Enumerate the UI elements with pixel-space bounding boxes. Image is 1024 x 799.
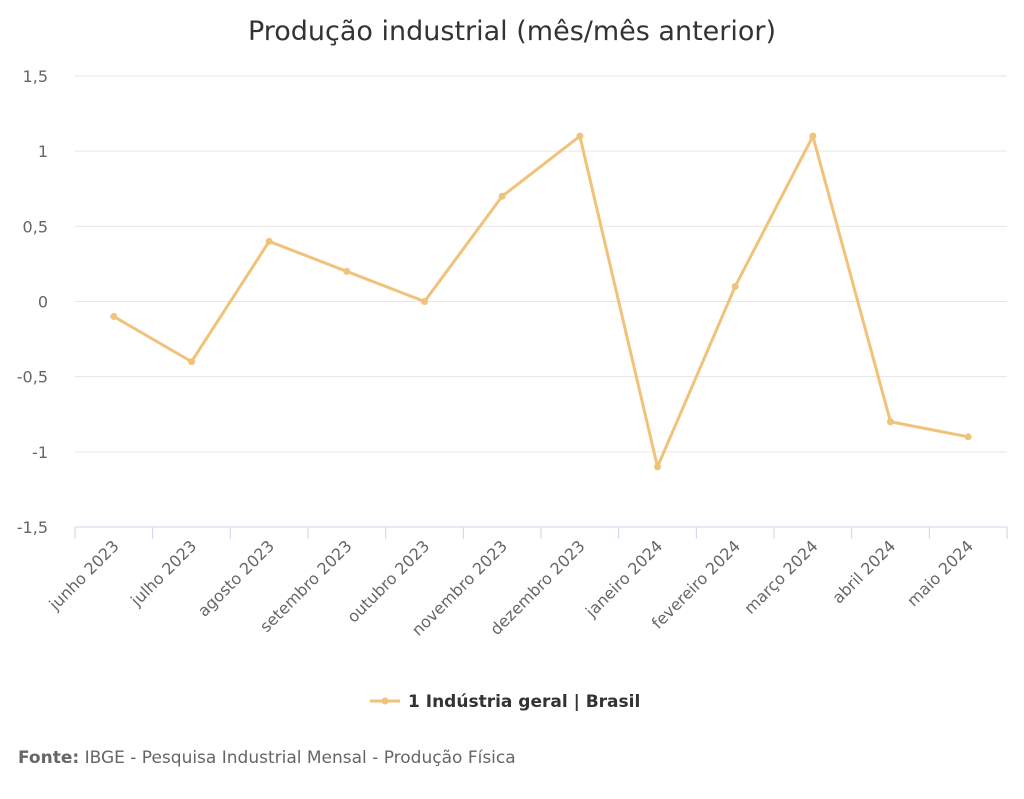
x-tick-label: março 2024 (740, 536, 821, 617)
y-tick-label: -0,5 (17, 368, 48, 387)
y-axis: 1,5 1 0,5 0 -0,5 -1 -1,5 (17, 67, 48, 537)
source-text: IBGE - Pesquisa Industrial Mensal - Prod… (84, 748, 516, 768)
data-point (731, 282, 739, 290)
line-chart: Produção industrial (mês/mês anterior) 1… (17, 16, 1008, 712)
x-tick-label: agosto 2023 (194, 536, 278, 620)
series-line (112, 134, 970, 469)
data-point (265, 237, 273, 245)
data-point (421, 298, 428, 305)
x-tick-label: julho 2023 (126, 536, 200, 610)
legend[interactable]: 1 Indústria geral | Brasil (370, 692, 640, 712)
source-label: Fonte: (18, 748, 80, 768)
source-note: Fonte: IBGE - Pesquisa Industrial Mensal… (18, 748, 516, 768)
legend-marker-icon (381, 697, 389, 705)
chart-title: Produção industrial (mês/mês anterior) (248, 16, 776, 47)
x-tick-label: junho 2023 (45, 536, 123, 614)
series-layer (110, 132, 972, 471)
data-point (654, 463, 661, 471)
data-point (498, 192, 506, 200)
y-tick-label: -1 (32, 443, 48, 462)
y-tick-label: 1 (38, 142, 48, 161)
y-tick-label: 0,5 (23, 217, 48, 236)
x-tick-label: janeiro 2024 (581, 536, 666, 621)
data-point (964, 433, 972, 441)
legend-label: 1 Indústria geral | Brasil (408, 692, 640, 712)
y-tick-label: 1,5 (23, 67, 48, 86)
data-point (576, 132, 584, 140)
grid-lines (75, 75, 1007, 453)
y-tick-label: 0 (38, 293, 48, 312)
data-point (188, 358, 195, 366)
data-point (809, 132, 817, 140)
data-point (887, 418, 894, 426)
x-tick-label: maio 2024 (903, 536, 977, 610)
x-tick-label: abril 2024 (828, 536, 899, 607)
y-tick-label: -1,5 (17, 518, 48, 537)
data-point (110, 313, 118, 321)
data-point (343, 267, 351, 275)
